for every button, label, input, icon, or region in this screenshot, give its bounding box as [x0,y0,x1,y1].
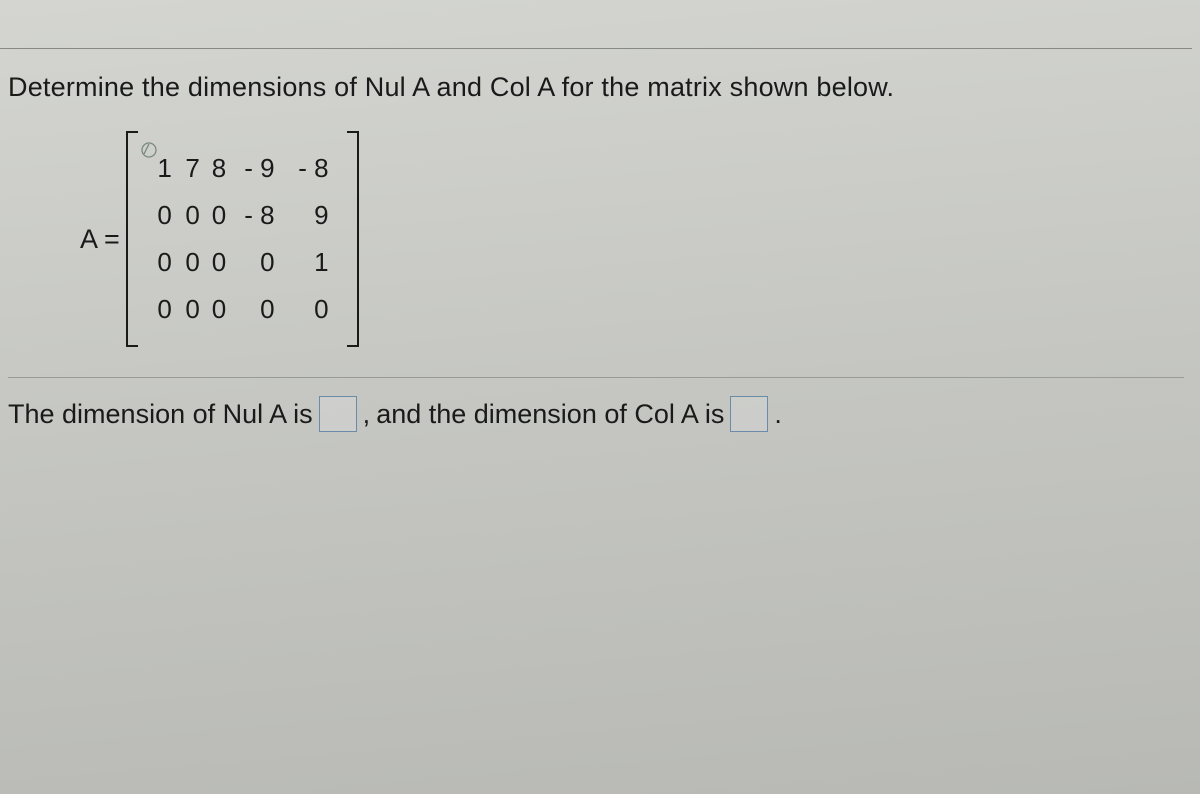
bracket-right [347,131,359,347]
matrix-table: 1 7 8 - 9 - 8 0 0 0 - 8 9 [150,145,335,333]
matrix-brackets: 1 7 8 - 9 - 8 0 0 0 - 8 9 [126,131,359,347]
matrix-row-2: 0 0 0 0 1 [150,239,335,286]
matrix-row-0: 1 7 8 - 9 - 8 [150,145,335,192]
matrix-cell: 0 [178,239,206,286]
matrix-cell: - 8 [238,192,286,239]
matrix-row-3: 0 0 0 0 0 [150,286,335,333]
matrix-cell: 0 [206,286,238,333]
matrix-cell: 0 [150,286,178,333]
matrix-cell: 0 [150,192,178,239]
answer-text-part2: and the dimension of Col A is [376,399,724,430]
divider-mid [8,377,1184,378]
matrix-cell: 7 [178,145,206,192]
answer-text-period: . [774,399,782,430]
problem-content: Determine the dimensions of Nul A and Co… [0,48,1200,432]
matrix-row-1: 0 0 0 - 8 9 [150,192,335,239]
answer-text-comma: , [363,399,371,430]
matrix-cell: 9 [287,192,335,239]
matrix-cell: 0 [238,286,286,333]
nul-dim-input[interactable] [319,396,357,432]
matrix-label: A = [80,224,120,255]
col-dim-input[interactable] [730,396,768,432]
matrix-cell: 0 [178,286,206,333]
problem-screen: Determine the dimensions of Nul A and Co… [0,0,1200,794]
matrix-cell: - 8 [287,145,335,192]
matrix-cell: 8 [206,145,238,192]
matrix-cell: 0 [287,286,335,333]
divider-top [0,48,1192,49]
reading-indicator-icon [140,141,158,159]
matrix-cell: 0 [238,239,286,286]
prompt-text: Determine the dimensions of Nul A and Co… [8,72,1192,103]
matrix-definition: A = 1 7 8 - 9 - [80,131,1192,347]
matrix-cell: 0 [206,239,238,286]
answer-text-part1: The dimension of Nul A is [8,399,313,430]
matrix-cell: - 9 [238,145,286,192]
bracket-left [126,131,138,347]
matrix-body: 1 7 8 - 9 - 8 0 0 0 - 8 9 [126,131,359,347]
answer-line: The dimension of Nul A is , and the dime… [8,396,1192,432]
matrix-cell: 0 [150,239,178,286]
matrix-cell: 1 [287,239,335,286]
matrix-cell: 0 [206,192,238,239]
matrix-cell: 0 [178,192,206,239]
